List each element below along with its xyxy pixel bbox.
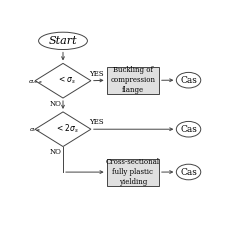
Ellipse shape xyxy=(176,164,201,180)
Text: YES: YES xyxy=(89,70,104,78)
FancyBboxPatch shape xyxy=(107,159,159,186)
Text: NO: NO xyxy=(49,100,61,108)
Text: Cas: Cas xyxy=(180,76,197,85)
Text: Buckling of
compression
flange: Buckling of compression flange xyxy=(110,66,155,94)
Polygon shape xyxy=(35,112,91,146)
Text: Start: Start xyxy=(49,36,77,46)
Ellipse shape xyxy=(39,32,87,50)
Text: $\sigma_{c\text{-}a}$: $\sigma_{c\text{-}a}$ xyxy=(29,126,41,134)
FancyBboxPatch shape xyxy=(107,67,159,94)
Text: NO: NO xyxy=(49,148,61,156)
Ellipse shape xyxy=(176,122,201,137)
Ellipse shape xyxy=(176,72,201,88)
Text: $\sigma_{uc\text{-}a}$: $\sigma_{uc\text{-}a}$ xyxy=(27,78,43,86)
Polygon shape xyxy=(35,63,91,98)
Text: Cross-sectional
fully plastic
yielding: Cross-sectional fully plastic yielding xyxy=(106,158,160,186)
Text: YES: YES xyxy=(89,118,104,126)
Text: Cas: Cas xyxy=(180,167,197,176)
Text: $< 2\sigma_s$: $< 2\sigma_s$ xyxy=(55,122,78,135)
Text: Cas: Cas xyxy=(180,125,197,134)
Text: $< \sigma_s$: $< \sigma_s$ xyxy=(57,74,76,86)
